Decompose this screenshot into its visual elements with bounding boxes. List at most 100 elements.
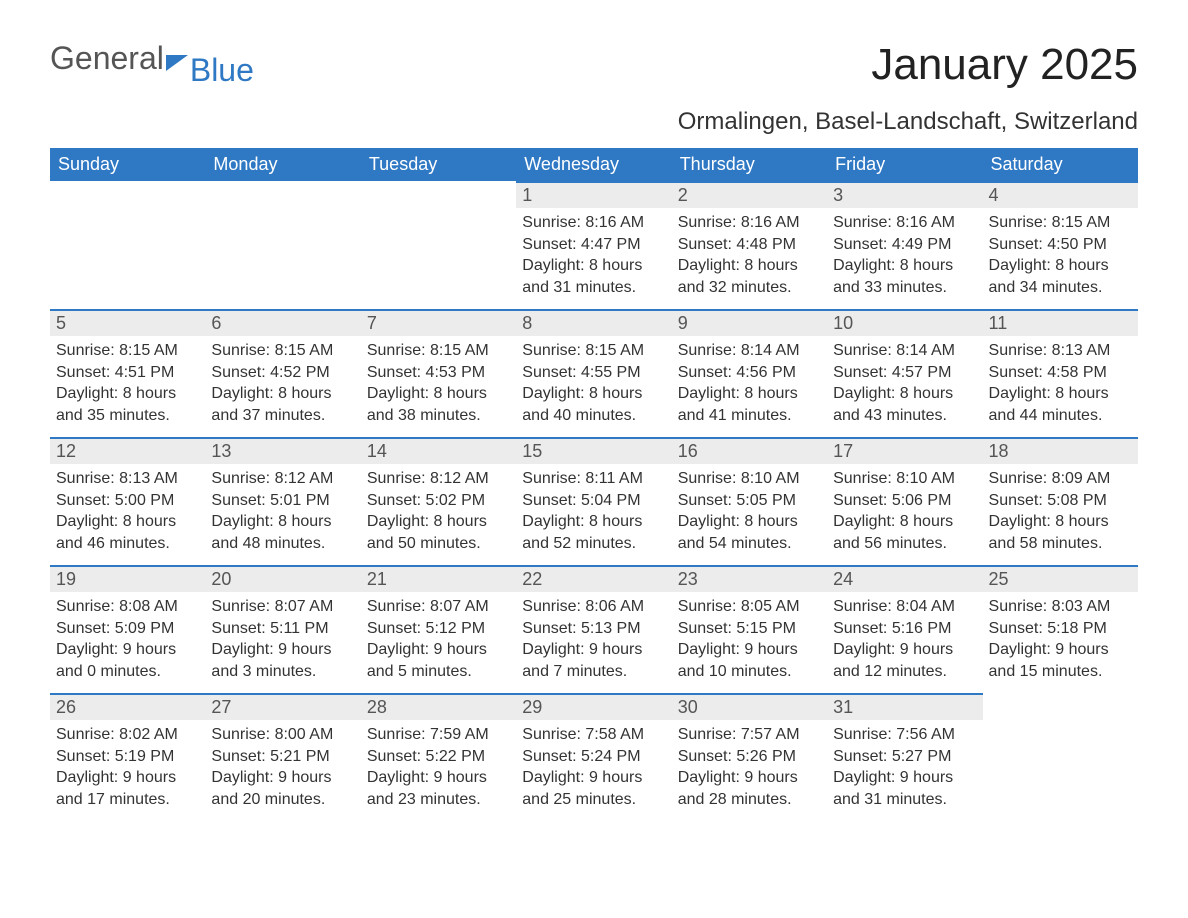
- day-body: Sunrise: 8:07 AMSunset: 5:11 PMDaylight:…: [205, 592, 360, 688]
- calendar-week-row: 26Sunrise: 8:02 AMSunset: 5:19 PMDayligh…: [50, 693, 1138, 821]
- location-subtitle: Ormalingen, Basel-Landschaft, Switzerlan…: [678, 108, 1138, 136]
- daylight-text: Daylight: 8 hours and 44 minutes.: [989, 383, 1132, 426]
- sunset-text: Sunset: 4:56 PM: [678, 362, 821, 384]
- sunrise-text: Sunrise: 8:13 AM: [56, 468, 199, 490]
- calendar-cell: 16Sunrise: 8:10 AMSunset: 5:05 PMDayligh…: [672, 437, 827, 565]
- daylight-text: Daylight: 8 hours and 32 minutes.: [678, 255, 821, 298]
- sunset-text: Sunset: 4:47 PM: [522, 234, 665, 256]
- logo-flag-icon: [166, 55, 188, 71]
- calendar-header-row: SundayMondayTuesdayWednesdayThursdayFrid…: [50, 148, 1138, 181]
- day-number: 26: [50, 693, 205, 720]
- calendar-cell: 23Sunrise: 8:05 AMSunset: 5:15 PMDayligh…: [672, 565, 827, 693]
- calendar-week-row: 5Sunrise: 8:15 AMSunset: 4:51 PMDaylight…: [50, 309, 1138, 437]
- sunrise-text: Sunrise: 8:15 AM: [367, 340, 510, 362]
- sunrise-text: Sunrise: 8:08 AM: [56, 596, 199, 618]
- sunrise-text: Sunrise: 8:16 AM: [678, 212, 821, 234]
- day-number: 11: [983, 309, 1138, 336]
- day-header: Sunday: [50, 148, 205, 181]
- sunrise-text: Sunrise: 8:10 AM: [833, 468, 976, 490]
- day-number: 16: [672, 437, 827, 464]
- calendar-cell: 8Sunrise: 8:15 AMSunset: 4:55 PMDaylight…: [516, 309, 671, 437]
- day-body: Sunrise: 8:16 AMSunset: 4:49 PMDaylight:…: [827, 208, 982, 304]
- calendar-cell: 27Sunrise: 8:00 AMSunset: 5:21 PMDayligh…: [205, 693, 360, 821]
- sunset-text: Sunset: 4:57 PM: [833, 362, 976, 384]
- calendar-cell: 17Sunrise: 8:10 AMSunset: 5:06 PMDayligh…: [827, 437, 982, 565]
- day-number: 22: [516, 565, 671, 592]
- calendar-cell: 19Sunrise: 8:08 AMSunset: 5:09 PMDayligh…: [50, 565, 205, 693]
- day-number: 7: [361, 309, 516, 336]
- daylight-text: Daylight: 8 hours and 37 minutes.: [211, 383, 354, 426]
- daylight-text: Daylight: 8 hours and 31 minutes.: [522, 255, 665, 298]
- day-header: Wednesday: [516, 148, 671, 181]
- sunrise-text: Sunrise: 8:16 AM: [522, 212, 665, 234]
- day-number: 9: [672, 309, 827, 336]
- day-body: Sunrise: 8:14 AMSunset: 4:57 PMDaylight:…: [827, 336, 982, 432]
- day-number: 25: [983, 565, 1138, 592]
- daylight-text: Daylight: 8 hours and 43 minutes.: [833, 383, 976, 426]
- daylight-text: Daylight: 8 hours and 38 minutes.: [367, 383, 510, 426]
- calendar-cell: 1Sunrise: 8:16 AMSunset: 4:47 PMDaylight…: [516, 181, 671, 309]
- calendar-table: SundayMondayTuesdayWednesdayThursdayFrid…: [50, 148, 1138, 821]
- day-header: Thursday: [672, 148, 827, 181]
- sunrise-text: Sunrise: 8:10 AM: [678, 468, 821, 490]
- daylight-text: Daylight: 9 hours and 10 minutes.: [678, 639, 821, 682]
- day-number: 6: [205, 309, 360, 336]
- day-number: 30: [672, 693, 827, 720]
- sunset-text: Sunset: 5:13 PM: [522, 618, 665, 640]
- daylight-text: Daylight: 9 hours and 31 minutes.: [833, 767, 976, 810]
- calendar-cell: 3Sunrise: 8:16 AMSunset: 4:49 PMDaylight…: [827, 181, 982, 309]
- day-body: Sunrise: 8:06 AMSunset: 5:13 PMDaylight:…: [516, 592, 671, 688]
- day-body: Sunrise: 8:14 AMSunset: 4:56 PMDaylight:…: [672, 336, 827, 432]
- calendar-cell: 7Sunrise: 8:15 AMSunset: 4:53 PMDaylight…: [361, 309, 516, 437]
- daylight-text: Daylight: 9 hours and 7 minutes.: [522, 639, 665, 682]
- daylight-text: Daylight: 9 hours and 20 minutes.: [211, 767, 354, 810]
- calendar-cell: 31Sunrise: 7:56 AMSunset: 5:27 PMDayligh…: [827, 693, 982, 821]
- daylight-text: Daylight: 9 hours and 5 minutes.: [367, 639, 510, 682]
- calendar-cell: 22Sunrise: 8:06 AMSunset: 5:13 PMDayligh…: [516, 565, 671, 693]
- title-block: January 2025 Ormalingen, Basel-Landschaf…: [678, 40, 1138, 148]
- day-header: Monday: [205, 148, 360, 181]
- calendar-cell: 24Sunrise: 8:04 AMSunset: 5:16 PMDayligh…: [827, 565, 982, 693]
- day-body: Sunrise: 8:00 AMSunset: 5:21 PMDaylight:…: [205, 720, 360, 816]
- calendar-cell: 2Sunrise: 8:16 AMSunset: 4:48 PMDaylight…: [672, 181, 827, 309]
- sunset-text: Sunset: 5:18 PM: [989, 618, 1132, 640]
- calendar-week-row: 1Sunrise: 8:16 AMSunset: 4:47 PMDaylight…: [50, 181, 1138, 309]
- daylight-text: Daylight: 8 hours and 33 minutes.: [833, 255, 976, 298]
- calendar-cell: 5Sunrise: 8:15 AMSunset: 4:51 PMDaylight…: [50, 309, 205, 437]
- calendar-cell: 18Sunrise: 8:09 AMSunset: 5:08 PMDayligh…: [983, 437, 1138, 565]
- daylight-text: Daylight: 9 hours and 3 minutes.: [211, 639, 354, 682]
- daylight-text: Daylight: 8 hours and 48 minutes.: [211, 511, 354, 554]
- sunrise-text: Sunrise: 8:12 AM: [367, 468, 510, 490]
- daylight-text: Daylight: 9 hours and 17 minutes.: [56, 767, 199, 810]
- day-number: 12: [50, 437, 205, 464]
- daylight-text: Daylight: 9 hours and 25 minutes.: [522, 767, 665, 810]
- sunset-text: Sunset: 4:58 PM: [989, 362, 1132, 384]
- day-body: Sunrise: 8:05 AMSunset: 5:15 PMDaylight:…: [672, 592, 827, 688]
- calendar-cell: 14Sunrise: 8:12 AMSunset: 5:02 PMDayligh…: [361, 437, 516, 565]
- sunset-text: Sunset: 5:15 PM: [678, 618, 821, 640]
- daylight-text: Daylight: 9 hours and 23 minutes.: [367, 767, 510, 810]
- calendar-cell: 12Sunrise: 8:13 AMSunset: 5:00 PMDayligh…: [50, 437, 205, 565]
- day-body: Sunrise: 8:12 AMSunset: 5:02 PMDaylight:…: [361, 464, 516, 560]
- day-number: 5: [50, 309, 205, 336]
- sunrise-text: Sunrise: 8:15 AM: [989, 212, 1132, 234]
- calendar-cell: [361, 181, 516, 309]
- calendar-cell: 30Sunrise: 7:57 AMSunset: 5:26 PMDayligh…: [672, 693, 827, 821]
- calendar-cell: 4Sunrise: 8:15 AMSunset: 4:50 PMDaylight…: [983, 181, 1138, 309]
- day-number: 15: [516, 437, 671, 464]
- calendar-cell: 26Sunrise: 8:02 AMSunset: 5:19 PMDayligh…: [50, 693, 205, 821]
- sunset-text: Sunset: 5:19 PM: [56, 746, 199, 768]
- day-body: Sunrise: 7:59 AMSunset: 5:22 PMDaylight:…: [361, 720, 516, 816]
- day-body: Sunrise: 8:09 AMSunset: 5:08 PMDaylight:…: [983, 464, 1138, 560]
- day-body: Sunrise: 8:03 AMSunset: 5:18 PMDaylight:…: [983, 592, 1138, 688]
- day-body: Sunrise: 7:58 AMSunset: 5:24 PMDaylight:…: [516, 720, 671, 816]
- sunrise-text: Sunrise: 8:16 AM: [833, 212, 976, 234]
- day-body: Sunrise: 8:11 AMSunset: 5:04 PMDaylight:…: [516, 464, 671, 560]
- calendar-cell: 6Sunrise: 8:15 AMSunset: 4:52 PMDaylight…: [205, 309, 360, 437]
- logo-general: General: [50, 40, 164, 77]
- sunset-text: Sunset: 5:12 PM: [367, 618, 510, 640]
- sunrise-text: Sunrise: 8:14 AM: [678, 340, 821, 362]
- logo: General Blue: [50, 40, 254, 77]
- sunrise-text: Sunrise: 7:58 AM: [522, 724, 665, 746]
- logo-blue: Blue: [190, 52, 254, 89]
